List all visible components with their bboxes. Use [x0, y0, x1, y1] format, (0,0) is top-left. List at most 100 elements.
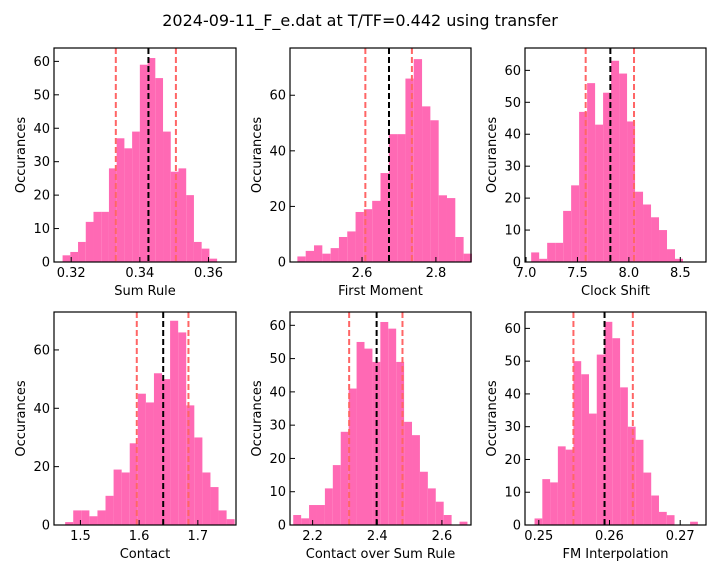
y-tick-label: 40	[504, 128, 521, 143]
y-tick-label: 50	[33, 88, 50, 103]
histogram-bar	[413, 59, 423, 262]
histogram-bar	[322, 253, 331, 262]
x-tick-label: 2.6	[352, 266, 373, 281]
x-tick-label: 0.36	[194, 266, 223, 281]
histogram-bar	[459, 521, 468, 525]
axes-frame	[53, 311, 237, 526]
histogram-bar	[108, 168, 117, 262]
x-axis-label: Sum Rule	[114, 284, 176, 299]
y-axis-label: Occurances	[250, 117, 265, 193]
histogram-bar	[155, 78, 164, 262]
y-tick-label: 40	[33, 402, 50, 417]
histogram-bar	[443, 515, 452, 525]
histogram-bar	[635, 191, 644, 262]
x-tick-label: 1.5	[70, 529, 91, 544]
y-tick-label: 20	[504, 453, 521, 468]
histogram-bar	[170, 171, 179, 262]
histogram-bar	[690, 521, 698, 525]
histogram-bar	[422, 106, 431, 262]
histogram-grid: 0.32 0.34 0.36 0 10 20 30 40 50 60 Sum Rule Occuran…	[14, 47, 707, 562]
histogram-bar	[81, 510, 90, 525]
histogram-bar	[186, 195, 194, 262]
histogram-bar	[97, 510, 106, 525]
y-tick-label: 30	[504, 160, 521, 175]
histogram-bar	[627, 426, 636, 525]
histogram-bar	[193, 241, 202, 262]
y-tick-label: 0	[278, 519, 286, 534]
histogram-bar	[301, 518, 310, 525]
histogram-bar	[388, 328, 397, 525]
y-tick-label: 0	[513, 256, 521, 271]
histogram-bar	[430, 120, 439, 263]
histogram-bar	[297, 256, 306, 262]
y-tick-label: 20	[33, 460, 50, 475]
histogram-bar	[579, 111, 588, 262]
x-tick-label: 2.6	[432, 529, 453, 544]
axes-frame	[524, 311, 707, 526]
histogram-bar	[347, 231, 356, 262]
y-axis-label: Occurances	[14, 117, 29, 193]
histogram-bar	[619, 73, 628, 262]
histogram-bar	[93, 211, 102, 262]
x-axis-label: Clock Shift	[581, 284, 650, 299]
histogram-panel-6: 0.25 0.26 0.27 0 10 20 30 40 50 60 FM Interpolatio…	[485, 311, 707, 562]
x-tick-label: 1.6	[129, 529, 150, 544]
histogram-bar	[651, 495, 659, 525]
histogram-bar	[78, 241, 86, 262]
y-axis-label: Occurances	[485, 117, 500, 193]
histogram-bar	[435, 501, 444, 525]
x-tick-label: 0.25	[524, 529, 553, 544]
histogram-bar	[202, 472, 211, 525]
histogram-bar	[587, 83, 596, 262]
histogram-bar	[547, 242, 556, 262]
x-tick-label: 0.32	[57, 266, 86, 281]
histogram-bar	[137, 393, 146, 525]
y-tick-label: 60	[504, 64, 521, 79]
y-tick-label: 30	[33, 155, 50, 170]
y-tick-label: 10	[504, 486, 521, 501]
histogram-bar	[380, 173, 389, 262]
histogram-bar	[73, 510, 82, 525]
histogram-bar	[201, 248, 210, 262]
histogram-bar	[563, 210, 572, 262]
histogram-bar	[65, 522, 74, 525]
histogram-bar	[89, 516, 98, 525]
histogram-bar	[666, 515, 675, 525]
histogram-bar	[404, 421, 413, 525]
x-tick-label: 2.2	[302, 529, 323, 544]
histogram-bar	[612, 338, 621, 525]
x-tick-label: 7.5	[567, 266, 588, 281]
histogram-bar	[571, 185, 580, 262]
histogram-bar	[340, 431, 349, 525]
histogram-bar	[178, 332, 187, 525]
histogram-bar	[145, 402, 154, 525]
y-tick-label: 40	[33, 122, 50, 137]
histogram-bar	[438, 195, 447, 262]
histogram-bar	[573, 361, 582, 525]
histogram-bar	[124, 148, 133, 262]
y-axis-label: Occurances	[14, 380, 29, 456]
histogram-bar	[596, 354, 605, 525]
histogram-bar	[581, 374, 589, 525]
axes-frame	[289, 47, 472, 263]
histogram-bar	[330, 248, 339, 262]
histogram-bar	[218, 510, 227, 525]
histogram-bar	[372, 200, 381, 262]
histogram-bar	[355, 211, 364, 262]
histogram-bar	[113, 469, 122, 525]
y-tick-label: 10	[33, 222, 50, 237]
histogram-bar	[557, 446, 566, 525]
x-tick-label: 0.34	[125, 266, 154, 281]
y-tick-label: 10	[269, 485, 286, 500]
y-tick-label: 0	[278, 256, 286, 271]
x-tick-label: 7.0	[516, 266, 537, 281]
y-tick-label: 20	[269, 452, 286, 467]
x-tick-label: 8.0	[619, 266, 640, 281]
histogram-bar	[627, 121, 636, 263]
histogram-bar	[364, 348, 373, 525]
histogram-bar	[293, 515, 302, 525]
figure-title: 2024-09-11_F_e.dat at T/TF=0.442 using t…	[162, 11, 558, 31]
histogram-bar	[405, 78, 414, 262]
histogram-bar	[178, 168, 187, 262]
y-tick-label: 60	[33, 343, 50, 358]
